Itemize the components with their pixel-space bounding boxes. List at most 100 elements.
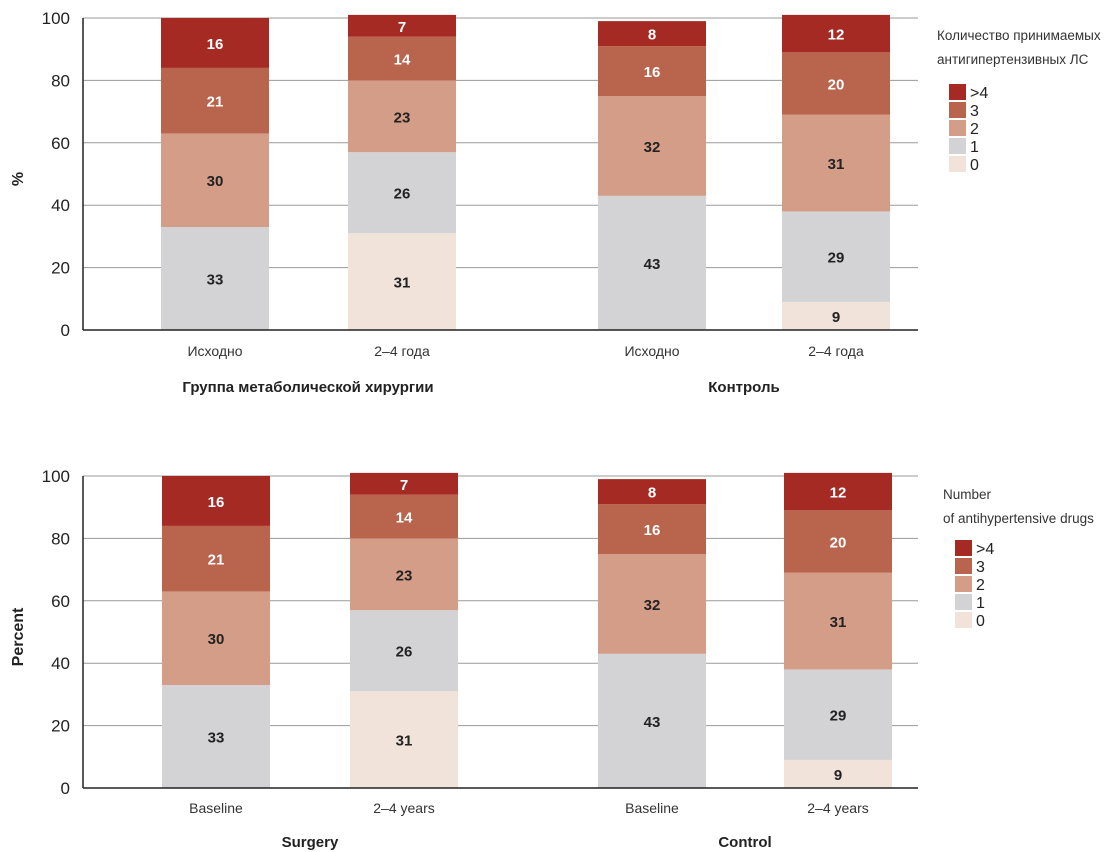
- legend-swatch: [955, 540, 972, 556]
- bar-segment: [348, 152, 456, 234]
- bar-segment: [161, 67, 269, 134]
- legend-swatch: [955, 612, 972, 628]
- y-tick-label: 20: [51, 259, 70, 278]
- data-label: 29: [830, 708, 847, 725]
- bar-segment: [782, 114, 890, 212]
- data-label: 20: [828, 77, 845, 94]
- bar-segment: [350, 610, 458, 692]
- data-label: 43: [644, 714, 661, 731]
- y-tick-label: 40: [51, 196, 70, 215]
- data-label: 32: [644, 139, 661, 156]
- bar-segment: [162, 685, 270, 788]
- bar-segment: [784, 572, 892, 670]
- bar-segment: [598, 479, 706, 505]
- data-label: 7: [398, 19, 406, 36]
- data-label: 23: [394, 109, 411, 126]
- data-label: 14: [396, 510, 413, 527]
- chart-english: 02040608010033302116Baseline3126231472–4…: [10, 467, 1094, 851]
- bar-segment: [162, 591, 270, 686]
- y-tick-label: 80: [51, 71, 70, 90]
- data-label: 16: [207, 36, 224, 53]
- x-tick-label: 2–4 года: [374, 343, 430, 359]
- data-label: 26: [394, 186, 411, 203]
- legend-label: 1: [976, 595, 985, 612]
- bar-segment: [162, 525, 270, 592]
- data-label: 9: [832, 309, 840, 326]
- y-tick-label: 0: [61, 321, 70, 340]
- legend-label: 2: [976, 577, 985, 594]
- bar-segment: [598, 21, 706, 47]
- bar-segment: [598, 653, 706, 788]
- data-label: 21: [208, 552, 225, 569]
- legend-label: >4: [970, 85, 988, 102]
- data-label: 14: [394, 52, 411, 69]
- data-label: 33: [208, 730, 225, 747]
- data-label: 16: [208, 494, 225, 511]
- legend-title: Number: [943, 487, 992, 502]
- bar-segment: [350, 494, 458, 539]
- legend-swatch: [955, 594, 972, 610]
- chart-russian: 02040608010033302116Исходно3126231472–4 …: [10, 9, 1101, 396]
- data-label: 20: [830, 535, 847, 552]
- data-label: 9: [834, 767, 842, 784]
- data-label: 31: [396, 733, 413, 750]
- bar-segment: [782, 52, 890, 115]
- legend-title: антигипертензивных ЛС: [937, 52, 1089, 67]
- legend-swatch: [949, 120, 966, 136]
- data-label: 33: [207, 272, 224, 289]
- bar-segment: [598, 504, 706, 554]
- bar-segment: [598, 195, 706, 330]
- data-label: 31: [830, 614, 847, 631]
- data-label: 30: [208, 631, 225, 648]
- y-tick-label: 20: [51, 717, 70, 736]
- x-tick-label: Baseline: [625, 800, 679, 816]
- bar-segment: [161, 18, 269, 68]
- bar-segment: [162, 476, 270, 526]
- data-label: 32: [644, 597, 661, 614]
- data-label: 16: [644, 522, 661, 539]
- data-label: 12: [830, 485, 847, 502]
- data-label: 43: [644, 256, 661, 273]
- legend-label: 0: [976, 613, 985, 630]
- x-tick-label: Исходно: [624, 343, 679, 359]
- legend-swatch: [949, 156, 966, 172]
- bar-segment: [782, 211, 890, 302]
- legend-swatch: [955, 576, 972, 592]
- bar-segment: [598, 46, 706, 96]
- y-tick-label: 100: [42, 467, 70, 486]
- data-label: 31: [828, 156, 845, 173]
- legend-label: 3: [970, 103, 979, 120]
- bar-segment: [782, 14, 890, 53]
- y-tick-label: 60: [51, 592, 70, 611]
- bar-segment: [784, 510, 892, 573]
- bar-segment: [348, 36, 456, 81]
- group-label: Группа метаболической хирургии: [182, 379, 433, 396]
- y-tick-label: 40: [51, 654, 70, 673]
- x-tick-label: Baseline: [189, 800, 243, 816]
- bar-segment: [161, 227, 269, 330]
- x-tick-label: Исходно: [187, 343, 242, 359]
- data-label: 31: [394, 275, 411, 292]
- x-tick-label: 2–4 years: [807, 800, 868, 816]
- legend-swatch: [949, 102, 966, 118]
- legend-label: 0: [970, 157, 979, 174]
- legend-swatch: [949, 138, 966, 154]
- data-label: 29: [828, 250, 845, 267]
- legend-title: Количество принимаемых: [937, 28, 1101, 43]
- bar-segment: [348, 80, 456, 153]
- legend-title: of antihypertensive drugs: [943, 511, 1094, 526]
- data-label: 8: [648, 485, 656, 502]
- legend-label: 1: [970, 139, 979, 156]
- bar-segment: [161, 133, 269, 228]
- data-label: 26: [396, 644, 413, 661]
- y-tick-label: 0: [61, 779, 70, 798]
- legend-swatch: [949, 84, 966, 100]
- bar-segment: [784, 759, 892, 788]
- x-tick-label: 2–4 года: [808, 343, 864, 359]
- data-label: 21: [207, 94, 224, 111]
- legend-label: >4: [976, 541, 994, 558]
- data-label: 7: [400, 477, 408, 494]
- data-label: 30: [207, 173, 224, 190]
- data-label: 23: [396, 567, 413, 584]
- y-tick-label: 80: [51, 529, 70, 548]
